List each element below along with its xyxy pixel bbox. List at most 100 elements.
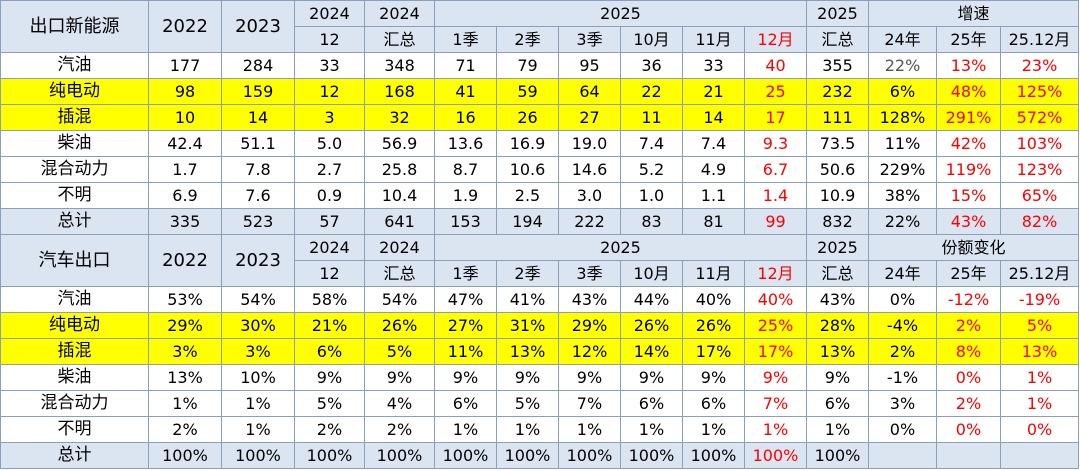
share-cell (936, 442, 1001, 469)
volume-cell: 229% (868, 156, 937, 183)
volume-row: 不明 6.9 7.6 0.9 10.4 1.9 2.5 3.0 1.0 1.1 1.4 10.9 38%… (0, 182, 1080, 209)
share-cell: -19% (999, 286, 1080, 313)
volume-cell: 355 (806, 52, 869, 79)
share-cell: 21% (294, 312, 365, 339)
volume-cell: 222 (558, 208, 621, 235)
volume-col-2024-sum: 汇总 (364, 26, 435, 53)
share-cell: 6% (620, 390, 683, 417)
volume-cell: 36 (620, 52, 683, 79)
share-col-change-25: 25年 (936, 260, 1001, 287)
volume-cell: 335 (148, 208, 222, 235)
volume-cell: 38% (868, 182, 937, 209)
share-col-2022: 2022 (148, 234, 222, 287)
share-cell: 3% (868, 390, 937, 417)
share-col-q2: 2季 (496, 260, 559, 287)
share-cell: 58% (294, 286, 365, 313)
share-cell: 5% (364, 338, 435, 365)
volume-cell: 128% (868, 104, 937, 131)
share-cell: 100% (294, 442, 365, 469)
share-col-2024-sum-year: 2024 (364, 234, 435, 261)
volume-cell: 572% (999, 104, 1080, 131)
volume-row-label: 总计 (0, 208, 149, 235)
volume-row: 混合动力 1.7 7.8 2.7 25.8 8.7 10.6 14.6 5.2 4.9 6.7 50.… (0, 156, 1080, 183)
share-cell: 1% (496, 416, 559, 443)
volume-cell: 9.3 (744, 130, 807, 157)
share-corner-label: 汽车出口 (0, 234, 149, 287)
volume-cell: 5.2 (620, 156, 683, 183)
volume-cell: 21 (682, 78, 745, 105)
volume-corner-label: 出口新能源 (0, 0, 149, 53)
volume-cell: 73.5 (806, 130, 869, 157)
volume-cell: 10 (148, 104, 222, 131)
share-cell: 2% (936, 390, 1001, 417)
share-cell: 31% (496, 312, 559, 339)
share-cell: 9% (294, 364, 365, 391)
share-cell: 1% (806, 416, 869, 443)
share-col-change-24: 24年 (868, 260, 937, 287)
volume-cell: 1.1 (682, 182, 745, 209)
share-cell: 9% (744, 364, 807, 391)
share-row: 总计 100% 100% 100% 100% 100% 100% 100% 100% 100% 10… (0, 442, 1080, 469)
volume-row: 插混 10 14 3 32 16 26 27 11 14 17 111 128% 291% 572% (0, 104, 1080, 131)
share-cell: 54% (221, 286, 295, 313)
share-cell: 13% (806, 338, 869, 365)
share-cell: 7% (744, 390, 807, 417)
volume-cell: 33 (682, 52, 745, 79)
volume-cell: 523 (221, 208, 295, 235)
volume-cell: 32 (364, 104, 435, 131)
volume-row-label: 不明 (0, 182, 149, 209)
share-cell: -4% (868, 312, 937, 339)
share-cell: 29% (148, 312, 222, 339)
share-cell: 2% (936, 312, 1001, 339)
volume-cell: 3 (294, 104, 365, 131)
share-header-row-2: 12 汇总 1季 2季 3季 10月 11月 12月 汇总 24年 25年 25… (1, 260, 1080, 287)
share-cell: 17% (682, 338, 745, 365)
volume-row: 纯电动 98 159 12 168 41 59 64 22 21 25 232 6% 48% 125% (0, 78, 1080, 105)
share-cell: 26% (364, 312, 435, 339)
volume-cell: 50.6 (806, 156, 869, 183)
volume-cell: 19.0 (558, 130, 621, 157)
share-col-q1: 1季 (434, 260, 497, 287)
share-row-label: 柴油 (0, 364, 149, 391)
share-cell: 11% (434, 338, 497, 365)
share-cell: 9% (682, 364, 745, 391)
volume-cell: 6.9 (148, 182, 222, 209)
share-cell: 2% (868, 338, 937, 365)
volume-cell: 26 (496, 104, 559, 131)
volume-col-oct: 10月 (620, 26, 683, 53)
share-cell: 2% (364, 416, 435, 443)
share-col-2024-month: 12 (294, 260, 365, 287)
volume-cell: 25.8 (364, 156, 435, 183)
volume-cell: 159 (221, 78, 295, 105)
volume-cell: 123% (999, 156, 1080, 183)
volume-col-2022: 2022 (148, 0, 222, 53)
share-cell: 100% (496, 442, 559, 469)
share-cell: 0% (936, 364, 1001, 391)
volume-cell: 27 (558, 104, 621, 131)
share-cell: 100% (806, 442, 869, 469)
share-row: 汽油 53% 54% 58% 54% 47% 41% 43% 44% 40% 40% 43% 0% -12… (0, 286, 1080, 313)
volume-col-q1: 1季 (434, 26, 497, 53)
share-cell: 9% (558, 364, 621, 391)
volume-cell: 11 (620, 104, 683, 131)
share-cell: 0% (999, 416, 1080, 443)
volume-row-label: 柴油 (0, 130, 149, 157)
volume-col-q2: 2季 (496, 26, 559, 53)
share-cell: 100% (221, 442, 295, 469)
share-cell: 26% (682, 312, 745, 339)
share-cell: 9% (806, 364, 869, 391)
share-row: 不明 2% 1% 2% 2% 1% 1% 1% 1% 1% 1% 1% 0% 0% 0% (0, 416, 1080, 443)
volume-cell: 23% (999, 52, 1080, 79)
volume-cell: 291% (936, 104, 1001, 131)
volume-cell: 56.9 (364, 130, 435, 157)
volume-row: 总计 335 523 57 641 153 194 222 83 81 99 832 22% 43% 82% (0, 208, 1080, 235)
volume-cell: 2.5 (496, 182, 559, 209)
share-cell: 100% (558, 442, 621, 469)
share-cell: 3% (148, 338, 222, 365)
volume-cell: 81 (682, 208, 745, 235)
share-cell: 2% (294, 416, 365, 443)
share-row-label: 纯电动 (0, 312, 149, 339)
volume-col-growth-24: 24年 (868, 26, 937, 53)
share-cell: 1% (682, 416, 745, 443)
